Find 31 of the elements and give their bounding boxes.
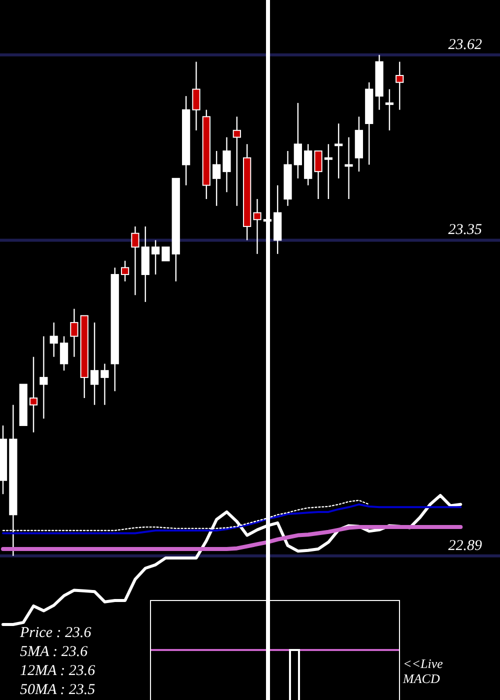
candlestick — [385, 88, 394, 131]
annotation: 5MA : 23.6 — [20, 644, 88, 660]
annotation: 50MA : 23.5 — [20, 682, 96, 698]
candlestick — [253, 198, 262, 255]
candlestick — [100, 363, 109, 406]
candlestick — [232, 116, 241, 206]
candlestick — [151, 240, 160, 276]
candlestick — [70, 308, 78, 358]
candlestick — [29, 356, 38, 433]
candlestick — [294, 102, 302, 180]
candlestick — [314, 150, 322, 200]
candlestick — [212, 150, 221, 206]
candlestick — [120, 260, 130, 282]
candlestick — [40, 336, 48, 420]
annotation: 12MA : 23.6 — [20, 663, 96, 679]
candlestick — [334, 122, 343, 180]
candlestick — [192, 61, 200, 131]
ref-line-label: 23.62 — [448, 36, 482, 53]
candlestick — [90, 322, 99, 406]
ref-line-label: 23.35 — [448, 222, 482, 238]
annotation: Price : 23.6 — [19, 625, 92, 641]
candlestick — [222, 136, 231, 193]
candlestick — [396, 61, 404, 110]
annotation: <<Live MACD — [402, 656, 444, 686]
candlestick — [344, 136, 353, 200]
candlestick — [324, 144, 332, 200]
ref-line-label: 22.89 — [448, 538, 482, 554]
candlestick — [162, 246, 170, 262]
candlestick — [131, 226, 140, 296]
candlestick — [60, 336, 68, 372]
candlestick — [50, 322, 58, 358]
